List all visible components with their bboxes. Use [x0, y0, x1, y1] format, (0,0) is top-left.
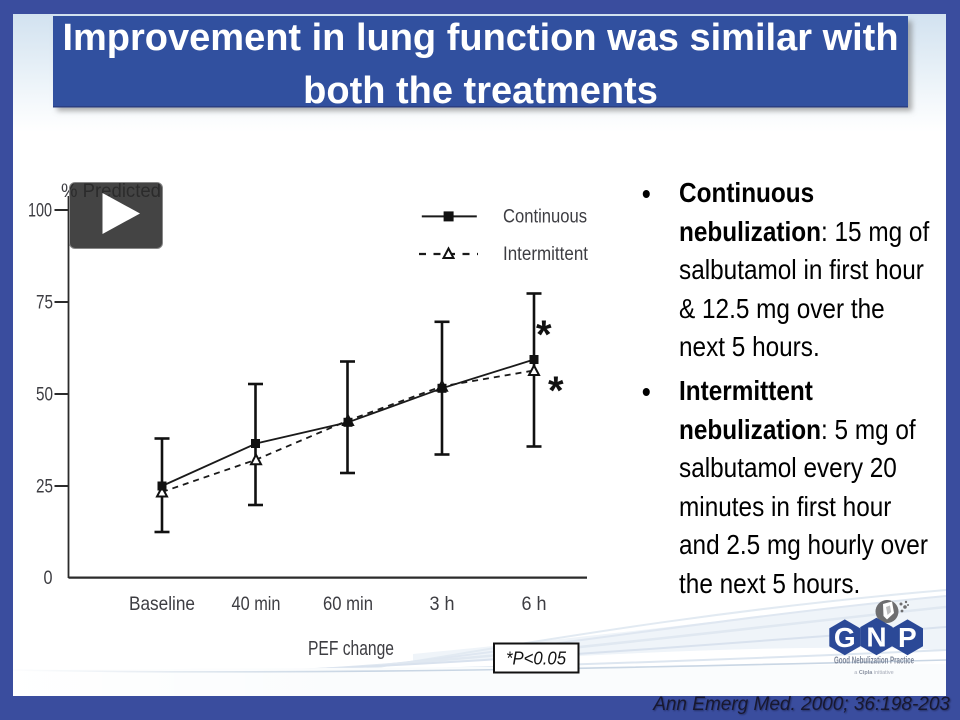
svg-text:*: *: [548, 369, 564, 413]
svg-text:40 min: 40 min: [232, 593, 281, 615]
svg-text:6 h: 6 h: [522, 593, 547, 615]
svg-text:G: G: [834, 622, 856, 653]
svg-text:3 h: 3 h: [430, 593, 455, 615]
svg-text:PEF change: PEF change: [308, 638, 394, 660]
svg-text:*P<0.05: *P<0.05: [506, 648, 567, 669]
svg-text:60 min: 60 min: [323, 593, 373, 615]
svg-text:100: 100: [28, 200, 52, 222]
svg-text:0: 0: [44, 567, 53, 589]
svg-text:a Cipla initiative: a Cipla initiative: [854, 670, 893, 676]
svg-text:*: *: [536, 313, 552, 357]
svg-text:25: 25: [36, 476, 53, 498]
svg-text:N: N: [866, 622, 886, 653]
svg-text:Intermittent: Intermittent: [503, 243, 588, 265]
svg-text:75: 75: [36, 292, 53, 314]
svg-text:Baseline: Baseline: [129, 593, 195, 615]
svg-text:Good Nebulization Practice: Good Nebulization Practice: [834, 655, 914, 667]
svg-text:P: P: [898, 622, 917, 653]
svg-text:Continuous: Continuous: [503, 206, 587, 228]
svg-text:50: 50: [36, 384, 53, 406]
